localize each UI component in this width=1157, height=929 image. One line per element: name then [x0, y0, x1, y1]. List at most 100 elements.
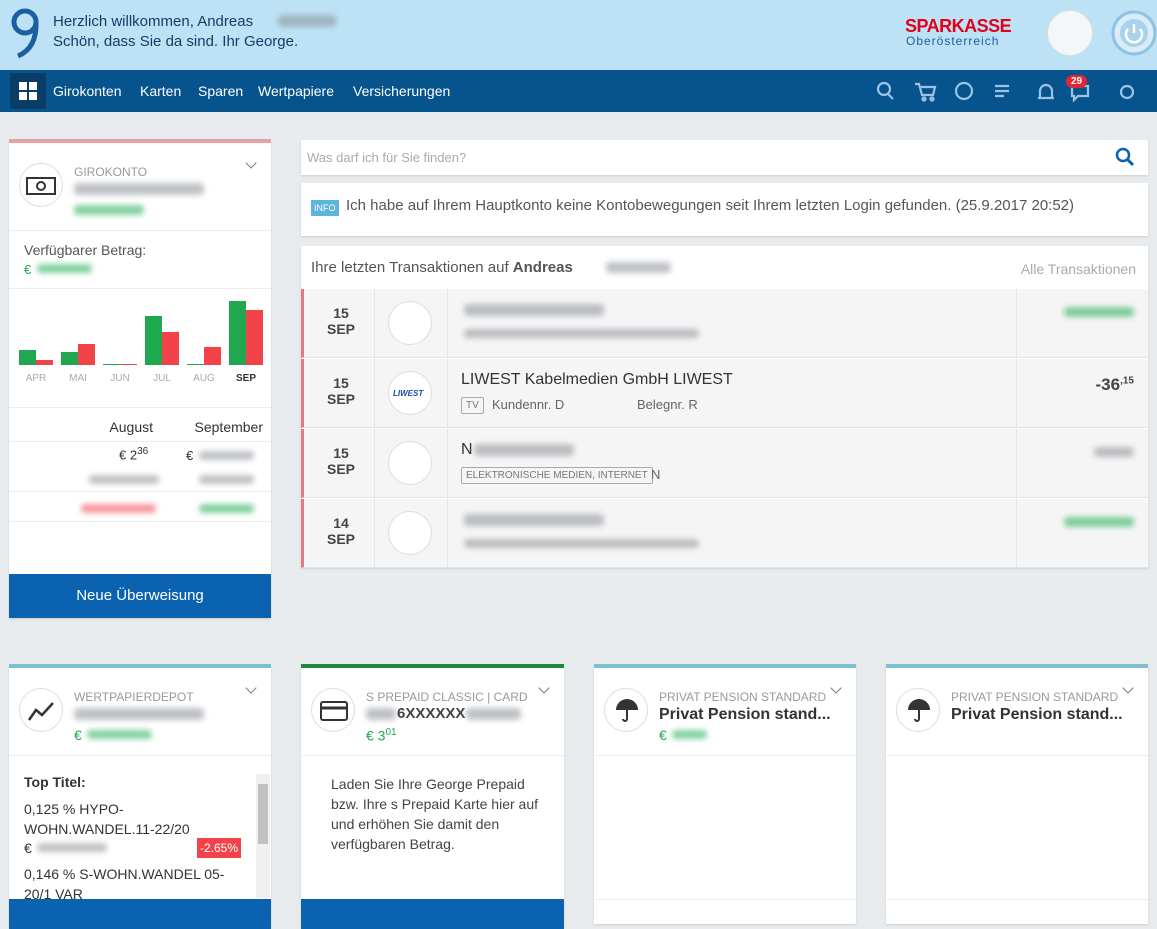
- divider: [594, 899, 856, 900]
- nav-item[interactable]: Versicherungen: [353, 83, 451, 99]
- security-name: 0,125 % HYPO-WOHN.WANDEL.11-22/20: [24, 801, 190, 837]
- merchant-name: LIWEST Kabelmedien GmbH LIWEST: [461, 371, 733, 388]
- greeting: Herzlich willkommen, Andreas: [53, 13, 254, 30]
- blur: [464, 329, 699, 338]
- monthly-chart: APR MAI JUN JUL AUG SEP: [19, 301, 263, 384]
- category-tag: ELEKTRONISCHE MEDIEN, INTERNET: [461, 467, 653, 484]
- pension-card[interactable]: PRIVAT PENSION STANDARD Privat Pension st…: [594, 664, 856, 924]
- account-label: GIROKONTO: [74, 165, 148, 179]
- separator: [1016, 359, 1017, 428]
- notification-badge: 29: [1066, 75, 1088, 88]
- card-name: Privat Pension stand...: [951, 706, 1123, 723]
- blur: [474, 444, 574, 456]
- day: 15: [333, 375, 349, 391]
- card-label: PRIVAT PENSION STANDARD: [659, 690, 827, 704]
- merchant-icon: LIWEST: [388, 371, 432, 415]
- separator: [374, 359, 375, 428]
- subline: Schön, dass Sie da sind. Ihr George.: [53, 33, 299, 50]
- security-name: 0,146 % S-WOHN.WANDEL 05-20/1 VAR: [24, 866, 225, 902]
- search-box[interactable]: Was darf ich für Sie finden?: [301, 140, 1148, 175]
- month: SEP: [326, 461, 355, 477]
- transaction-row[interactable]: 14 SEP: [301, 499, 1148, 568]
- card-number: 6XXXXXX: [397, 705, 466, 722]
- nav-item[interactable]: Karten: [140, 83, 182, 99]
- bank-name: SPARKASSE: [905, 16, 1012, 36]
- bar: [19, 350, 36, 365]
- amount-cents: ,15: [1120, 375, 1134, 387]
- card-label: PRIVAT PENSION STANDARD: [951, 690, 1119, 704]
- bar: [36, 360, 53, 365]
- logout[interactable]: [1111, 10, 1157, 56]
- currency: €: [659, 727, 667, 743]
- date: 15 SEP: [326, 305, 356, 337]
- divider: [886, 755, 1148, 756]
- amount: -36,15: [1096, 375, 1134, 395]
- bar: [162, 332, 179, 365]
- gblur: [672, 730, 707, 739]
- available-label: Verfügbarer Betrag:: [24, 242, 147, 258]
- umbrella-icon: [614, 698, 640, 729]
- column-header: September: [194, 419, 263, 435]
- change-badge: -2.65%: [197, 838, 242, 858]
- blur: [464, 539, 699, 548]
- transactions-title: Ihre letzten Transaktionen auf: [311, 259, 509, 276]
- separator: [447, 429, 448, 498]
- nav-icons[interactable]: [870, 78, 1140, 106]
- blur: [464, 304, 604, 316]
- chevron: [830, 682, 842, 694]
- currency: €: [24, 262, 32, 277]
- transfer-button[interactable]: Neue Überweisung: [9, 574, 271, 618]
- balance: € 3: [366, 727, 386, 744]
- nav-item[interactable]: Wertpapiere: [258, 83, 335, 99]
- avatar[interactable]: [1047, 10, 1093, 56]
- bar: [120, 364, 137, 365]
- chart-icon: [27, 702, 54, 721]
- info-text: Ich habe auf Ihrem Hauptkonto keine Kont…: [346, 197, 1075, 214]
- search-icon[interactable]: [1114, 146, 1136, 168]
- card-label: WERTPAPIERDEPOT: [74, 690, 194, 704]
- currency: €: [24, 840, 32, 856]
- separator: [1016, 289, 1017, 358]
- day: 15: [333, 305, 349, 321]
- cents: 36: [137, 446, 149, 457]
- dashboard-button[interactable]: [10, 73, 46, 109]
- blur: [1094, 447, 1134, 457]
- account-card[interactable]: GIROKONTO Verfügbarer Betrag: € APR MAI JU…: [9, 139, 271, 618]
- date: 15 SEP: [326, 445, 356, 477]
- nav-item[interactable]: Sparen: [198, 83, 244, 99]
- month-label: SEP: [236, 373, 256, 384]
- depot-card[interactable]: WERTPAPIERDEPOT € Top Titel: 0,125 % HYP…: [9, 664, 271, 929]
- pension-card[interactable]: PRIVAT PENSION STANDARD Privat Pension st…: [886, 664, 1148, 924]
- prepaid-card[interactable]: S PREPAID CLASSIC | CARD 6XXXXXX € 301 L…: [301, 664, 564, 929]
- bar: [204, 347, 221, 365]
- currency: €: [119, 447, 127, 463]
- cash-icon: [26, 177, 56, 195]
- nav-item[interactable]: Girokonten: [53, 83, 122, 99]
- separator: [447, 359, 448, 428]
- header: [0, 0, 1157, 70]
- bar: [61, 352, 78, 365]
- scrollbar[interactable]: [256, 774, 270, 898]
- amount: 2: [129, 447, 138, 463]
- reference: Kundennr. D: [492, 397, 565, 412]
- category-tag: TV: [461, 397, 484, 414]
- date: 14 SEP: [326, 515, 356, 547]
- transaction-row[interactable]: 15 SEP N ELEKTRONISCHE MEDIEN, INTERNET N: [301, 429, 1148, 498]
- divider: [886, 899, 1148, 900]
- currency: €: [74, 727, 82, 743]
- transaction-row[interactable]: 15 SEP: [301, 289, 1148, 358]
- logo: [11, 8, 39, 59]
- bar: [103, 364, 120, 365]
- transaction-row[interactable]: 15 SEP LIWEST LIWEST Kabelmedien GmbH LIWES…: [301, 359, 1148, 428]
- info-box: INFO Ich habe auf Ihrem Hauptkonto keine…: [301, 183, 1148, 236]
- bar: [246, 310, 263, 365]
- column-header: August: [109, 419, 153, 435]
- gblur: [1064, 517, 1134, 527]
- merchant-icon: [388, 301, 432, 345]
- month: SEP: [326, 321, 355, 337]
- all-transactions-link[interactable]: Alle Transaktionen: [1020, 261, 1136, 277]
- day: 15: [333, 445, 349, 461]
- month-label: AUG: [193, 373, 215, 384]
- card-label: S PREPAID CLASSIC | CARD: [366, 690, 528, 704]
